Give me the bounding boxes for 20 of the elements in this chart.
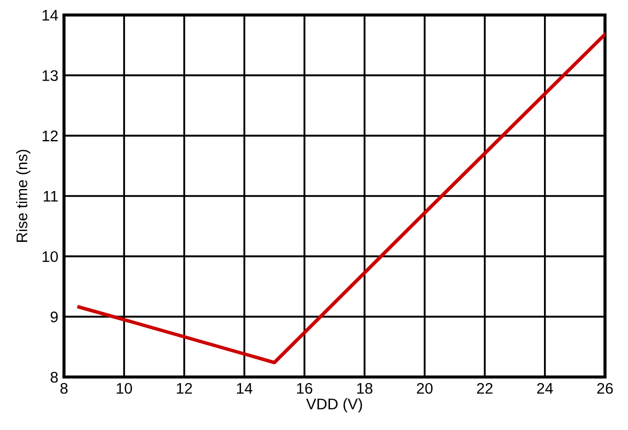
x-tick-label: 12 bbox=[176, 382, 192, 394]
x-tick-label: 22 bbox=[477, 382, 493, 394]
y-tick-label: 10 bbox=[42, 251, 58, 262]
line-series bbox=[77, 32, 605, 364]
x-tick-label: 18 bbox=[357, 382, 372, 394]
x-tick-label: 26 bbox=[597, 382, 613, 394]
y-tick-label: 8 bbox=[50, 372, 58, 383]
y-tick-label: 11 bbox=[44, 191, 58, 202]
y-tick-label: 14 bbox=[42, 10, 58, 21]
x-tick-label: 8 bbox=[60, 382, 68, 394]
x-tick-label: 20 bbox=[416, 382, 433, 394]
y-axis-title: Rise time (ns) bbox=[16, 150, 30, 242]
x-tick-label: 16 bbox=[297, 382, 312, 394]
y-tick-label: 12 bbox=[42, 130, 58, 142]
x-tick-label: 14 bbox=[237, 383, 252, 394]
x-axis-title: VDD (V) bbox=[306, 398, 362, 412]
x-tick-label: 10 bbox=[116, 382, 132, 394]
x-tick-label: 24 bbox=[537, 382, 553, 394]
y-tick-label: 13 bbox=[42, 70, 58, 82]
y-tick-label: 9 bbox=[50, 312, 58, 322]
